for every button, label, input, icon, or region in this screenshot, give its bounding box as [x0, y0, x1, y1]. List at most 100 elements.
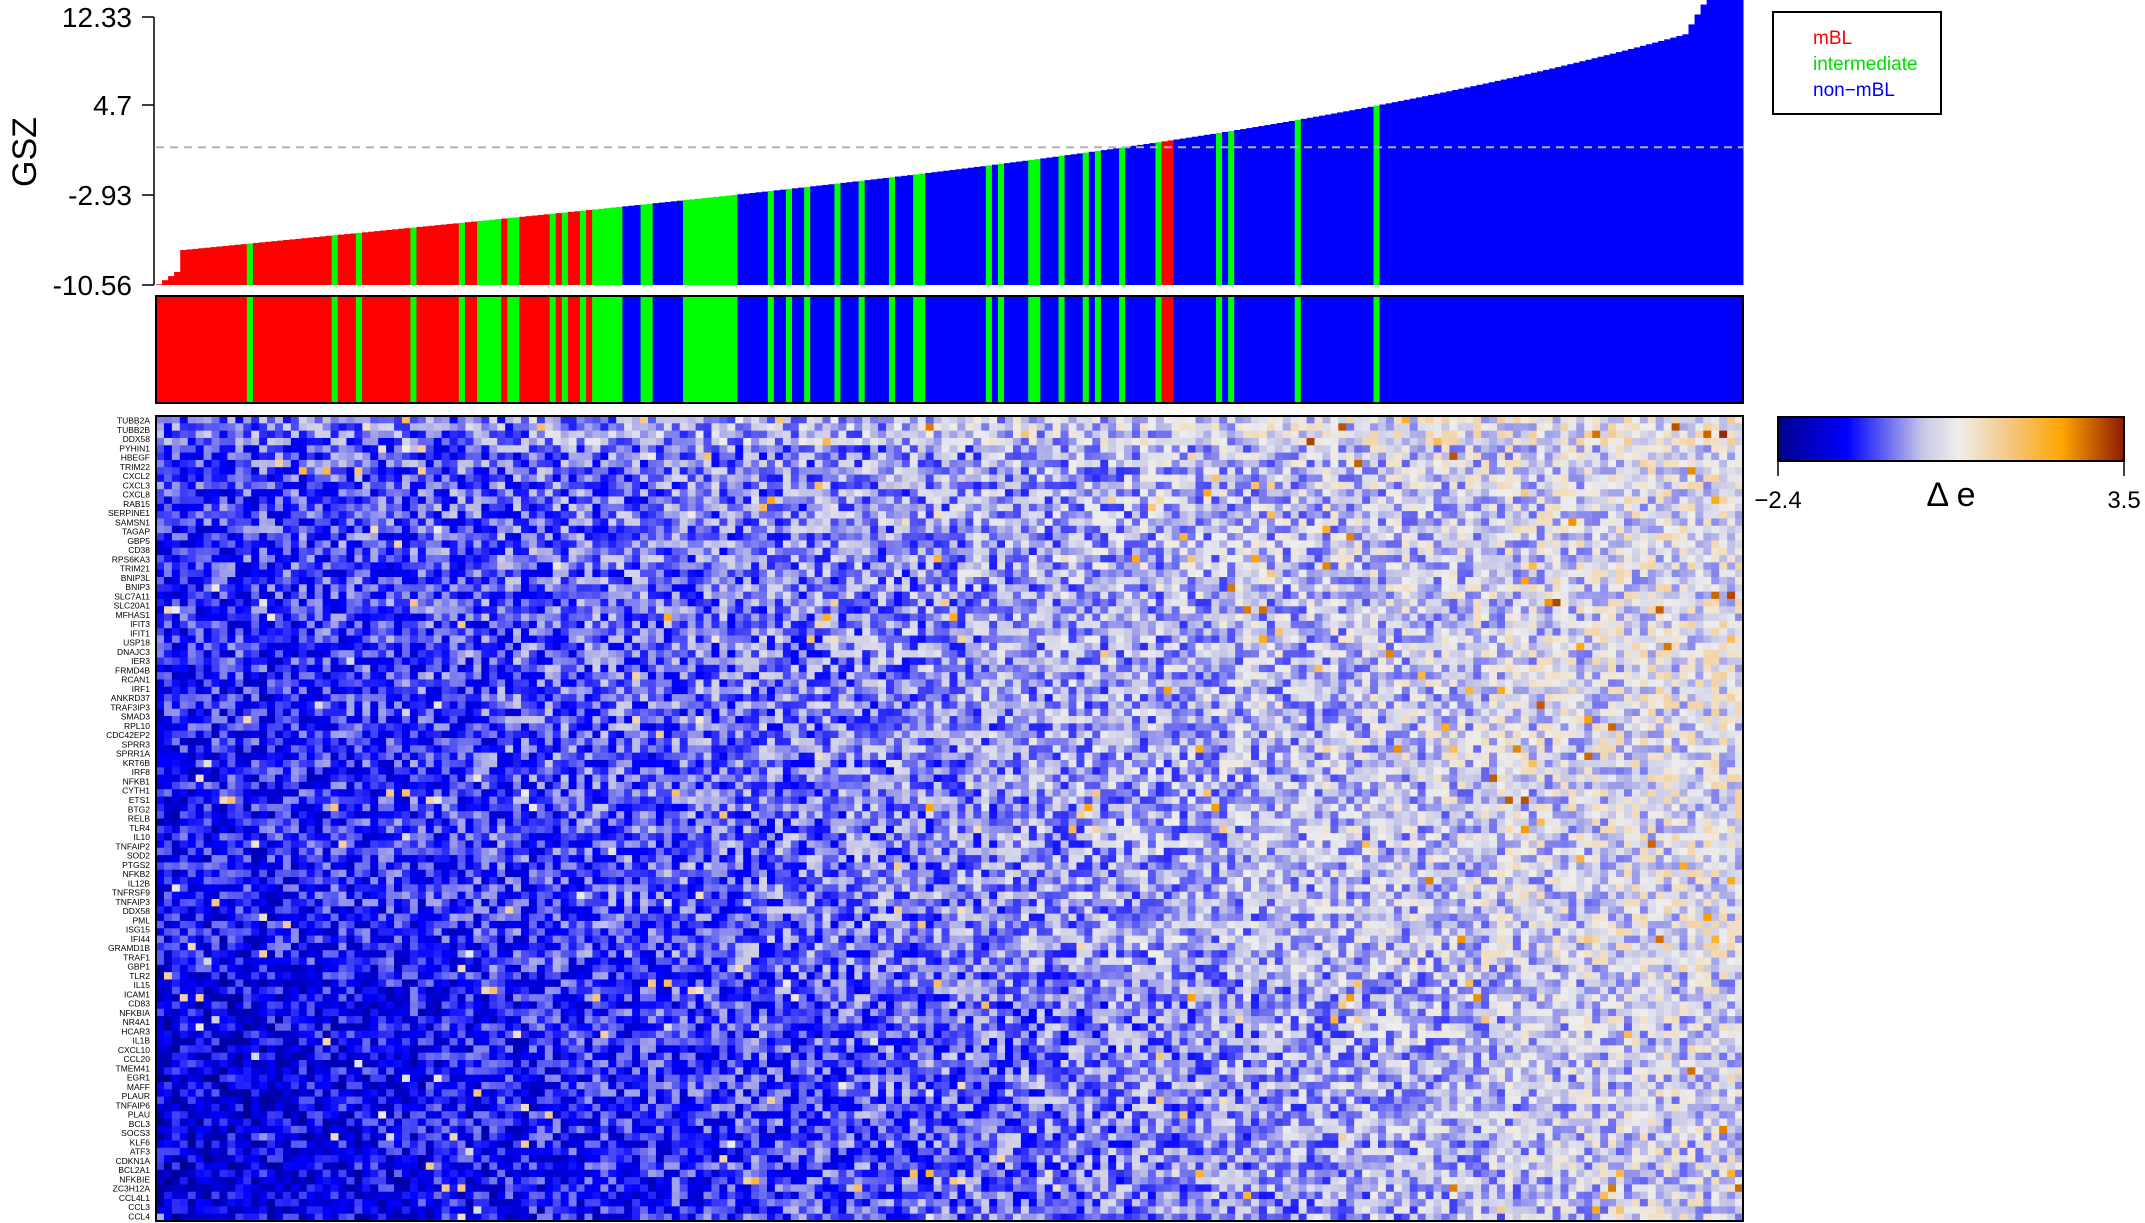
- heatmap-cell: [1727, 459, 1736, 468]
- heatmap-cell: [1592, 555, 1601, 563]
- class-strip-cell: [828, 296, 835, 403]
- heatmap-cell: [822, 416, 831, 424]
- heatmap-cell: [1671, 525, 1680, 534]
- heatmap-cell: [925, 547, 935, 556]
- heatmap-cell: [981, 452, 990, 461]
- class-strip-cell: [1149, 296, 1156, 403]
- heatmap-cell: [1219, 416, 1228, 424]
- heatmap-cell: [1298, 445, 1307, 453]
- class-strip-cell: [1113, 296, 1120, 403]
- heatmap-cell: [1044, 547, 1054, 556]
- heatmap-cell: [838, 430, 847, 439]
- heatmap-cell: [584, 511, 593, 519]
- heatmap-cell: [1568, 555, 1577, 563]
- gsz-bar: [870, 179, 878, 285]
- heatmap-cell: [235, 445, 244, 453]
- heatmap-cell: [409, 430, 419, 439]
- heatmap-cell: [917, 437, 927, 446]
- heatmap-cell: [465, 467, 474, 475]
- heatmap-cell: [711, 416, 720, 424]
- heatmap-cell: [1362, 525, 1371, 534]
- heatmap-cell: [156, 533, 165, 541]
- heatmap-cell: [679, 416, 689, 424]
- heatmap-cell: [1655, 423, 1665, 432]
- heatmap-cell: [1139, 459, 1149, 468]
- heatmap-cell: [473, 511, 482, 519]
- heatmap-cell: [267, 452, 276, 461]
- heatmap-cell: [1608, 540, 1617, 549]
- heatmap-cell: [1179, 533, 1188, 541]
- heatmap-cell: [782, 430, 792, 439]
- heatmap-cell: [1060, 437, 1069, 446]
- heatmap-cell: [1227, 562, 1236, 571]
- heatmap-cell: [203, 430, 212, 439]
- heatmap-cell: [346, 467, 355, 475]
- heatmap-cell: [592, 540, 601, 549]
- gsz-bar: [1088, 151, 1096, 285]
- heatmap-cell: [917, 503, 927, 512]
- heatmap-cell: [854, 496, 863, 505]
- heatmap-cell: [417, 416, 427, 424]
- heatmap-cell: [1282, 416, 1292, 424]
- heatmap-cell: [195, 562, 205, 571]
- heatmap-cell: [1584, 533, 1593, 541]
- heatmap-cell: [528, 430, 538, 439]
- gsz-bar: [1585, 59, 1593, 285]
- heatmap-cell: [275, 577, 284, 585]
- heatmap-cell: [782, 569, 792, 578]
- heatmap-cell: [259, 467, 268, 475]
- heatmap-cell: [1679, 511, 1688, 519]
- heatmap-cell: [457, 430, 466, 439]
- heatmap-cell: [1211, 518, 1220, 527]
- heatmap-cell: [306, 445, 316, 453]
- heatmap-cell: [275, 481, 284, 490]
- heatmap-cell: [370, 562, 379, 571]
- heatmap-cell: [790, 569, 800, 578]
- heatmap-cell: [1203, 416, 1212, 424]
- heatmap-cell: [1536, 555, 1546, 563]
- heatmap-cell: [1512, 562, 1522, 571]
- heatmap-cell: [1338, 496, 1347, 505]
- heatmap-cell: [1592, 503, 1601, 512]
- heatmap-cell: [211, 511, 220, 519]
- heatmap-cell: [354, 437, 363, 446]
- heatmap-cell: [1449, 547, 1458, 556]
- heatmap-cell: [1290, 437, 1300, 446]
- heatmap-cell: [640, 569, 649, 578]
- gsz-bar: [1694, 14, 1702, 285]
- heatmap-cell: [1512, 525, 1522, 534]
- heatmap-cell: [1608, 547, 1617, 556]
- heatmap-cell: [290, 562, 300, 571]
- legend: mBL intermediate non−mBL: [1772, 11, 1942, 115]
- heatmap-cell: [552, 430, 562, 439]
- heatmap-cell: [235, 503, 244, 512]
- heatmap-cell: [640, 533, 649, 541]
- heatmap-cell: [901, 459, 911, 468]
- gsz-bar: [1258, 126, 1265, 285]
- heatmap-cell: [282, 474, 292, 483]
- gsz-bar: [1064, 155, 1072, 285]
- heatmap-cell: [1504, 459, 1514, 468]
- heatmap-cell: [497, 467, 506, 475]
- heatmap-cell: [925, 416, 935, 424]
- heatmap-cell: [584, 437, 593, 446]
- heatmap-cell: [1536, 569, 1546, 578]
- heatmap-cell: [370, 416, 379, 424]
- heatmap-cell: [1687, 496, 1696, 505]
- class-strip-cell: [1712, 296, 1720, 403]
- heatmap-cell: [957, 452, 966, 461]
- heatmap-cell: [870, 569, 879, 578]
- heatmap-cell: [267, 459, 276, 468]
- heatmap-cell: [1370, 503, 1379, 512]
- heatmap-cell: [909, 525, 919, 534]
- heatmap-cell: [759, 503, 768, 512]
- heatmap-cell: [306, 430, 316, 439]
- heatmap-cell: [1171, 467, 1181, 475]
- heatmap-cell: [1679, 430, 1688, 439]
- heatmap-cell: [878, 525, 887, 534]
- heatmap-cell: [1695, 430, 1704, 439]
- heatmap-cell: [1171, 562, 1181, 571]
- heatmap-cell: [711, 540, 720, 549]
- heatmap-cell: [1163, 467, 1173, 475]
- heatmap-cell: [1076, 459, 1085, 468]
